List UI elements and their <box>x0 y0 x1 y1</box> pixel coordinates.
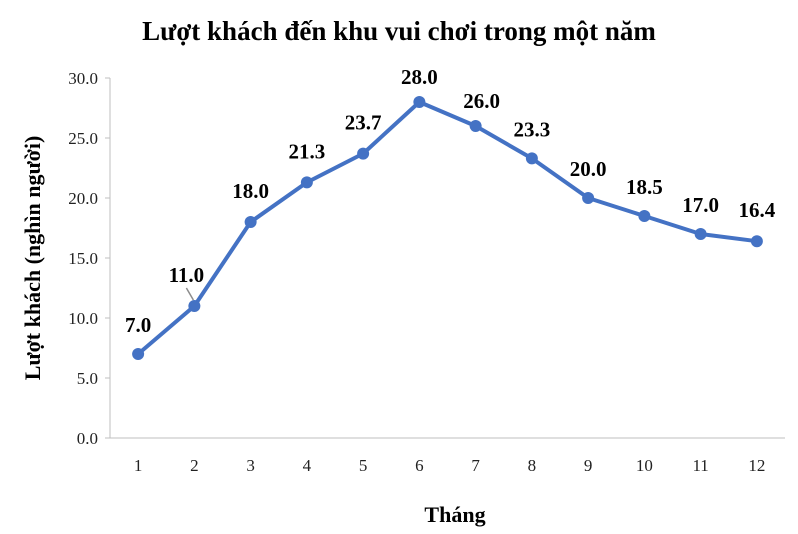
data-point <box>525 152 538 165</box>
x-tick-label: 5 <box>359 456 368 475</box>
x-axis-title: Tháng <box>424 502 485 527</box>
data-point <box>244 216 257 228</box>
data-label: 28.0 <box>401 65 438 89</box>
x-tick-label: 1 <box>134 456 143 475</box>
y-tick-label: 20.0 <box>68 189 98 208</box>
x-tick-label: 3 <box>246 456 255 475</box>
data-label: 7.0 <box>125 313 151 337</box>
data-point <box>300 176 313 189</box>
x-tick-label: 8 <box>528 456 537 475</box>
y-tick-label: 10.0 <box>68 309 98 328</box>
x-tick-label: 4 <box>303 456 312 475</box>
data-label: 21.3 <box>289 139 326 163</box>
axes <box>109 78 785 439</box>
data-point <box>132 348 145 360</box>
data-label-leader <box>185 287 195 301</box>
y-tick-label: 0.0 <box>77 429 98 448</box>
data-point <box>582 192 595 204</box>
data-point <box>413 96 426 108</box>
y-axis-title: Lượt khách (nghìn người) <box>20 136 45 381</box>
x-tick-label: 12 <box>748 456 765 475</box>
data-label: 20.0 <box>570 157 607 181</box>
data-label: 23.7 <box>345 111 382 135</box>
data-point <box>638 210 651 222</box>
x-tick-label: 9 <box>584 456 593 475</box>
data-label: 18.5 <box>626 175 663 199</box>
data-labels: 7.0 11.0 18.0 21.3 23.7 28.0 26.0 23.3 20.0 18.5 1… <box>125 65 776 337</box>
y-tick-label: 15.0 <box>68 249 98 268</box>
data-label: 11.0 <box>169 263 205 287</box>
y-tick-labels: 0.0 5.0 10.0 15.0 20.0 25.0 30.0 <box>68 69 110 448</box>
x-tick-labels: 1 2 3 4 5 6 7 8 9 10 11 12 <box>134 456 766 475</box>
data-point <box>694 228 707 240</box>
x-tick-label: 10 <box>636 456 653 475</box>
y-tick-label: 30.0 <box>68 69 98 88</box>
x-tick-label: 2 <box>190 456 199 475</box>
data-point <box>750 235 763 248</box>
chart-title: Lượt khách đến khu vui chơi trong một nă… <box>142 16 656 46</box>
data-point <box>469 120 482 132</box>
data-point <box>188 300 201 312</box>
data-points <box>132 96 763 360</box>
series-line <box>136 100 759 356</box>
x-tick-label: 6 <box>415 456 424 475</box>
data-label: 17.0 <box>682 193 719 217</box>
data-label: 16.4 <box>739 198 776 222</box>
x-tick-label: 7 <box>471 456 480 475</box>
y-tick-label: 5.0 <box>77 369 98 388</box>
data-label: 18.0 <box>232 179 269 203</box>
series-polyline <box>136 100 759 356</box>
data-label: 23.3 <box>514 117 551 141</box>
x-tick-label: 11 <box>692 456 708 475</box>
data-point <box>357 147 370 160</box>
data-label: 26.0 <box>463 89 500 113</box>
y-tick-label: 25.0 <box>68 129 98 148</box>
